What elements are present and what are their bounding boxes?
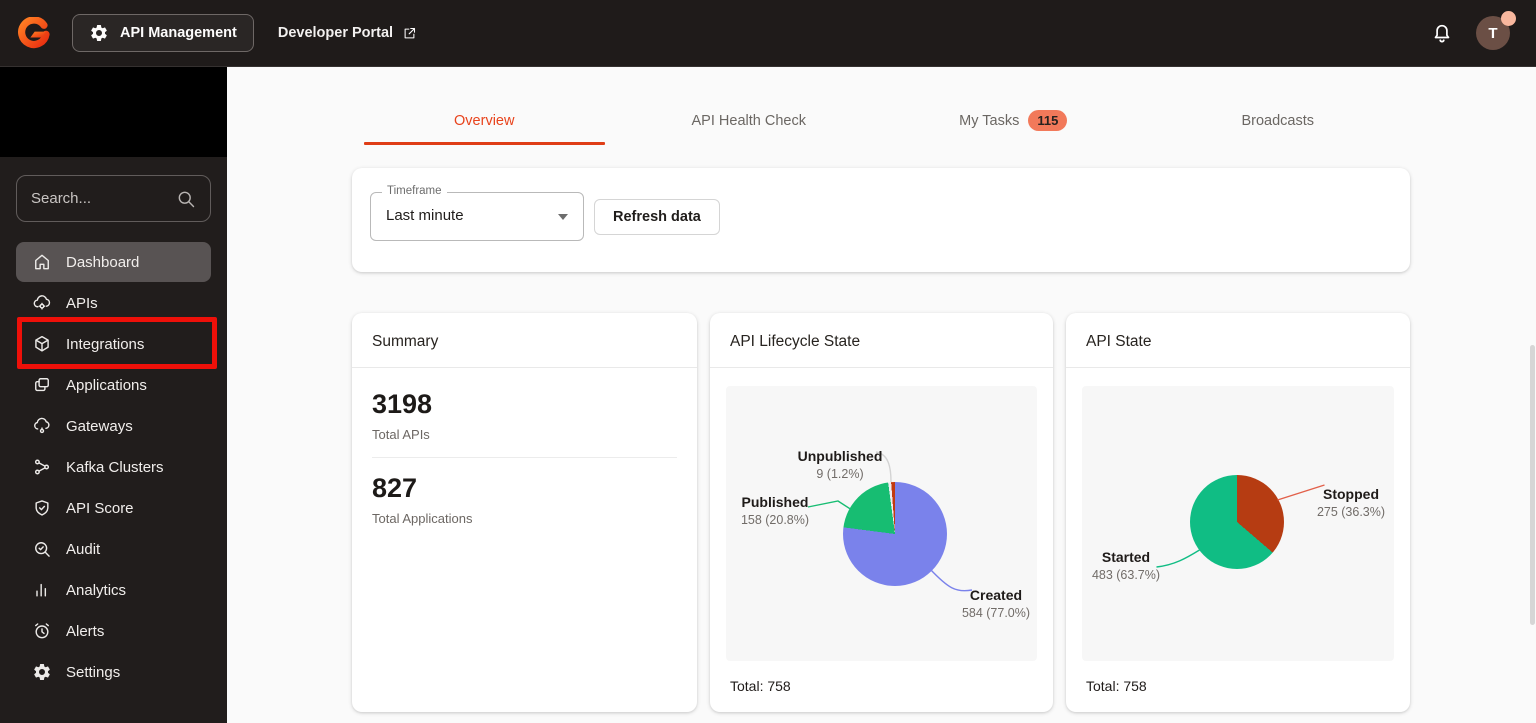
developer-portal-label: Developer Portal [277,25,394,41]
sidebar-item-label: Gateways [66,417,133,435]
gravitee-logo[interactable] [18,17,50,49]
tasks-count-badge: 115 [1028,110,1068,131]
sidebar-item-applications[interactable]: Applications [16,365,211,405]
chevron-down-icon [558,214,568,220]
search-check-icon [35,542,50,557]
topbar-right: T [1430,11,1516,50]
sidebar-item-label: Applications [66,376,147,394]
timeframe-value: Last minute [386,207,464,224]
sidebar-search [16,175,211,222]
tab-label: Broadcasts [1241,112,1315,129]
tab-label: Overview [454,112,515,129]
sidebar-item-alerts[interactable]: Alerts [16,611,211,651]
gear-icon [91,24,107,41]
topbar: API Management Developer Portal T [0,0,1536,67]
sidebar-item-label: API Score [66,499,134,517]
sidebar-item-label: Audit [66,540,101,558]
kafka-nodes-icon [34,459,50,475]
external-link-icon [404,27,416,38]
sidebar-item-kafka-clusters[interactable]: Kafka Clusters [16,447,211,487]
state-pie-chart [1190,475,1284,569]
user-avatar[interactable]: T [1476,11,1516,50]
bar-chart-icon [36,583,47,597]
summary-body: 3198 Total APIs 827 Total Applications [352,368,697,526]
pie-label-published: Published 158 (20.8%) [740,494,810,528]
sidebar-item-label: Kafka Clusters [66,458,164,476]
divider [372,457,677,458]
developer-portal-link[interactable]: Developer Portal [278,25,417,41]
pie-label-stopped: Stopped 275 (36.3%) [1316,486,1386,520]
sidebar-item-label: APIs [66,294,98,312]
lifecycle-total: Total: 758 [730,678,791,694]
filter-card: Timeframe Last minute Refresh data [352,168,1410,272]
cube-icon [35,335,49,352]
sidebar-item-integrations[interactable]: Integrations [16,324,211,364]
tab-broadcasts[interactable]: Broadcasts [1146,97,1411,144]
tab-bar: Overview API Health Check My Tasks 115 B… [352,97,1411,145]
pie-label-unpublished: Unpublished 9 (1.2%) [797,448,883,482]
sidebar: Dashboard APIs Integrations [0,67,227,723]
sidebar-item-api-score[interactable]: API Score [16,488,211,528]
sidebar-nav: Dashboard APIs Integrations [16,242,211,692]
sidebar-item-label: Alerts [66,622,105,640]
cloud-gateway-icon [34,417,50,434]
tab-label: API Health Check [691,112,806,129]
state-total: Total: 758 [1086,678,1147,694]
sidebar-item-analytics[interactable]: Analytics [16,570,211,610]
pie-label-created: Created 584 (77.0%) [961,587,1031,621]
summary-card: Summary 3198 Total APIs 827 Total Applic… [352,313,697,712]
timeframe-label: Timeframe [382,185,447,197]
timeframe-select[interactable]: Timeframe Last minute [370,185,584,241]
vertical-scrollbar-thumb[interactable] [1530,345,1535,625]
pie-label-started: Started 483 (63.7%) [1091,549,1161,583]
tab-overview[interactable]: Overview [352,97,617,145]
home-icon [35,254,49,270]
sidebar-item-label: Analytics [66,581,127,599]
sidebar-item-gateways[interactable]: Gateways [16,406,211,446]
sidebar-item-dashboard[interactable]: Dashboard [16,242,211,282]
sidebar-item-label: Settings [66,663,121,681]
status-dot [1501,11,1516,26]
shield-check-icon [35,500,49,516]
total-applications-label: Total Applications [372,511,473,526]
tab-label: My Tasks [959,112,1020,129]
total-apis-label: Total APIs [372,427,430,442]
card-title: API Lifecycle State [710,313,1053,368]
main-content: Overview API Health Check My Tasks 115 B… [227,67,1536,723]
api-management-label: API Management [120,25,237,41]
api-state-card: API State Stopped 275 (36.3%) Started 48… [1066,313,1410,712]
tab-my-tasks[interactable]: My Tasks 115 [881,97,1146,144]
search-icon [178,191,195,207]
sidebar-item-label: Integrations [66,335,145,353]
sidebar-logo-block [0,67,227,157]
card-title: API State [1066,313,1410,368]
search-input[interactable] [31,190,168,207]
alarm-clock-icon [35,623,49,639]
tab-api-health-check[interactable]: API Health Check [617,97,882,144]
sidebar-item-apis[interactable]: APIs [16,283,211,323]
total-apis-value: 3198 [372,389,433,419]
sidebar-item-settings[interactable]: Settings [16,652,211,692]
total-applications-value: 827 [372,473,418,503]
refresh-data-button[interactable]: Refresh data [594,199,720,235]
settings-gear-icon [34,664,50,680]
api-management-button[interactable]: API Management [72,14,254,52]
state-chart-panel: Stopped 275 (36.3%) Started 483 (63.7%) [1082,386,1394,661]
sidebar-item-audit[interactable]: Audit [16,529,211,569]
notifications-bell-icon[interactable] [1430,21,1454,45]
card-title: Summary [352,313,697,368]
lifecycle-pie-chart [843,482,947,586]
cloud-api-icon [33,295,51,310]
api-lifecycle-state-card: API Lifecycle State Unpublished 9 (1.2%)… [710,313,1053,712]
lifecycle-chart-panel: Unpublished 9 (1.2%) Published 158 (20.8… [726,386,1037,661]
sidebar-item-label: Dashboard [66,253,140,271]
windows-copy-icon [35,378,49,392]
